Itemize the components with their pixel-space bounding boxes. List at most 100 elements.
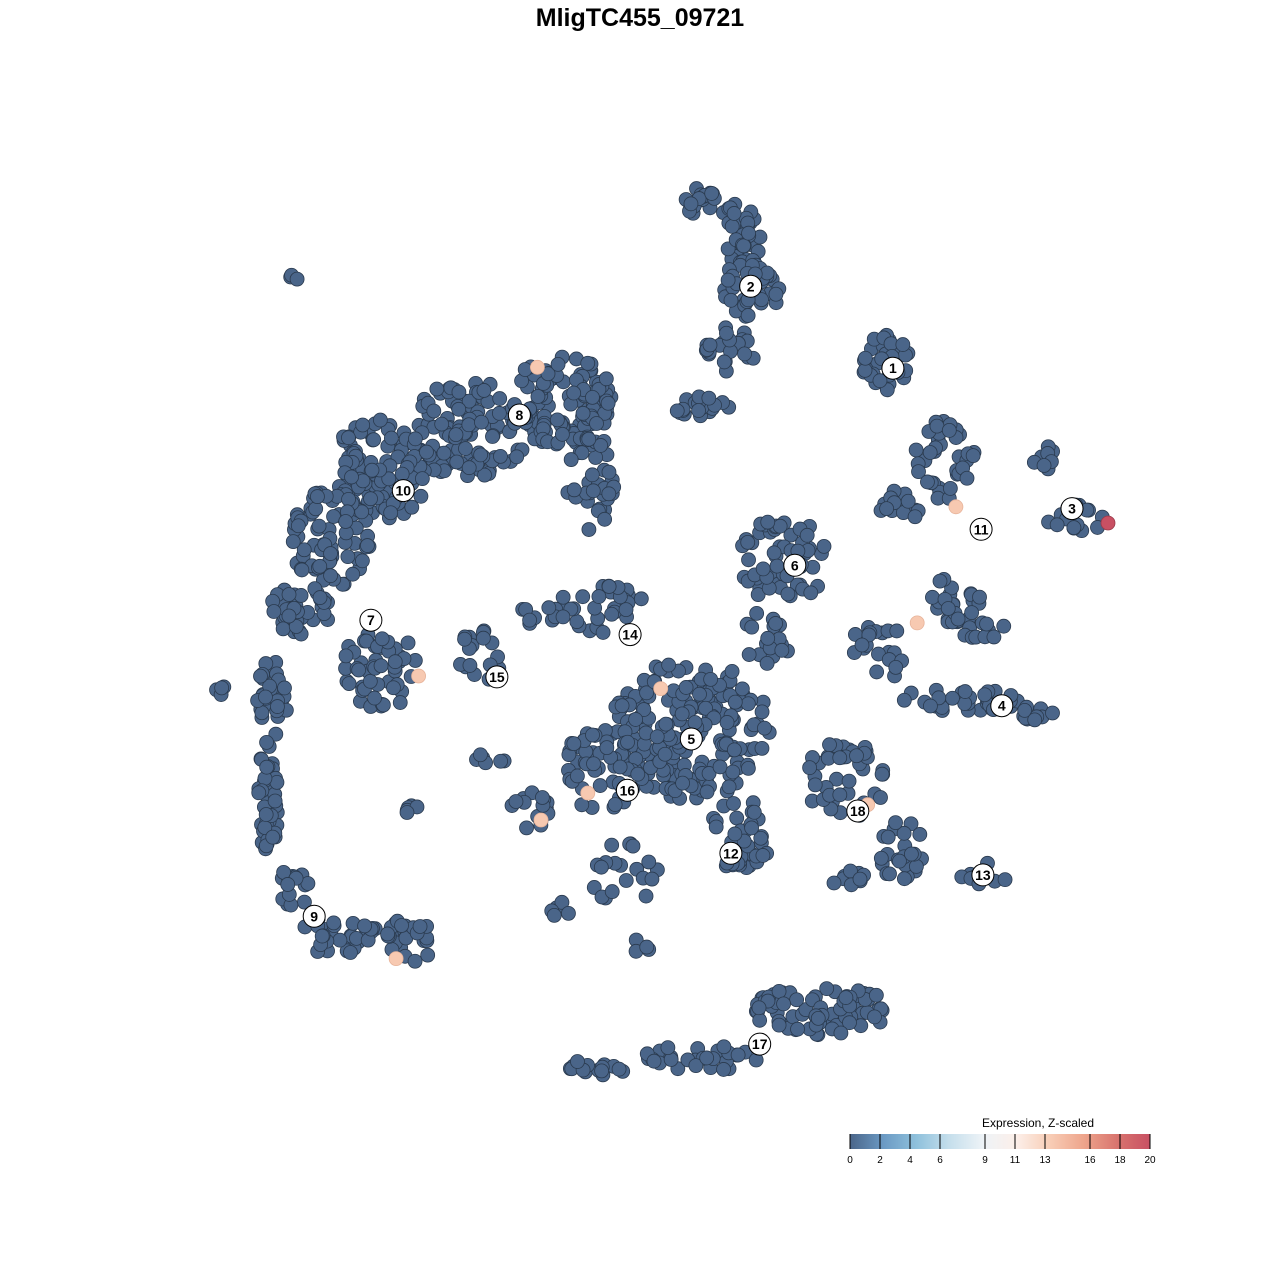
data-point: [997, 872, 1013, 888]
data-point: [698, 700, 713, 716]
data-point: [760, 630, 776, 646]
data-point: [810, 1010, 826, 1026]
data-point: [546, 907, 562, 923]
data-point: [986, 629, 1002, 645]
data-point: [649, 729, 665, 745]
data-point: [724, 663, 740, 679]
data-point: [451, 401, 467, 417]
data-point: [873, 850, 889, 866]
cluster-label: 5: [679, 727, 703, 751]
cluster-label: 7: [359, 608, 383, 632]
data-point: [314, 928, 330, 944]
data-point: [566, 482, 582, 498]
data-point: [595, 625, 611, 640]
data-point: [474, 414, 489, 430]
data-point: [277, 680, 292, 696]
data-point: [477, 467, 492, 483]
data-point: [555, 589, 571, 605]
data-point: [476, 383, 492, 398]
data-point: [857, 350, 873, 366]
data-point: [923, 698, 938, 714]
cluster-label-text: 8: [516, 407, 524, 423]
data-point: [554, 426, 570, 442]
data-point: [740, 308, 756, 323]
data-point: [601, 464, 617, 480]
data-point: [701, 390, 717, 406]
expressing-point: [1100, 515, 1116, 531]
legend-tick-label: 11: [1010, 1155, 1021, 1166]
data-point: [530, 389, 546, 404]
data-point: [703, 671, 719, 687]
data-point: [341, 676, 357, 691]
data-point: [940, 601, 956, 616]
data-point: [607, 797, 623, 812]
cluster-label: 18: [846, 799, 870, 823]
data-point: [771, 1017, 787, 1033]
data-point: [790, 1021, 805, 1037]
data-point: [611, 1061, 627, 1077]
cluster-label-text: 15: [489, 669, 505, 685]
data-point: [448, 427, 464, 443]
data-point: [585, 389, 600, 405]
cluster-label: 12: [719, 841, 743, 865]
data-point: [977, 687, 993, 703]
data-point: [426, 403, 442, 419]
cluster-label-badge: [739, 274, 763, 298]
cluster-label: 4: [990, 694, 1014, 718]
data-point: [754, 704, 770, 720]
data-point: [1045, 705, 1060, 721]
cluster-label-text: 4: [998, 698, 1006, 714]
data-point: [900, 493, 916, 509]
cluster-label-text: 18: [850, 803, 866, 819]
data-point: [360, 538, 375, 553]
cluster-label-text: 6: [791, 557, 799, 573]
data-point: [436, 445, 452, 461]
data-point: [628, 712, 644, 727]
data-point: [669, 403, 685, 419]
expressing-point: [411, 668, 427, 684]
data-point: [374, 631, 390, 647]
cluster-label-text: 5: [687, 731, 695, 747]
data-point: [554, 894, 570, 910]
data-point: [341, 430, 356, 446]
data-point: [826, 875, 842, 891]
cluster-label: 10: [391, 479, 415, 503]
data-point: [420, 947, 436, 963]
data-point: [473, 747, 488, 763]
data-point: [332, 932, 348, 948]
data-point: [896, 692, 912, 708]
data-point: [776, 996, 791, 1012]
data-point: [660, 1040, 676, 1055]
data-point: [296, 542, 312, 558]
data-point: [771, 983, 787, 999]
data-point: [461, 417, 477, 433]
data-point: [754, 740, 770, 756]
data-point: [266, 604, 282, 619]
data-point: [357, 918, 372, 934]
data-point: [807, 777, 823, 793]
data-point: [719, 715, 735, 730]
cluster-label-text: 2: [747, 278, 755, 294]
data-point: [574, 797, 590, 813]
data-point: [841, 773, 857, 789]
data-point: [729, 810, 745, 826]
data-point: [620, 734, 635, 750]
data-point: [746, 804, 762, 820]
data-point: [769, 558, 785, 574]
data-point: [749, 605, 765, 621]
chart-title: MligTC455_09721: [535, 4, 745, 32]
data-point: [727, 826, 743, 842]
data-point: [604, 837, 620, 853]
data-point: [741, 225, 756, 241]
data-point: [323, 546, 338, 561]
data-point: [789, 992, 805, 1008]
data-point: [868, 987, 884, 1003]
data-point: [757, 720, 772, 736]
data-point: [419, 444, 434, 460]
data-point: [290, 518, 306, 534]
data-point: [730, 1047, 746, 1063]
data-point: [326, 915, 342, 931]
data-point: [803, 585, 819, 601]
cluster-label-badge: [971, 863, 995, 887]
